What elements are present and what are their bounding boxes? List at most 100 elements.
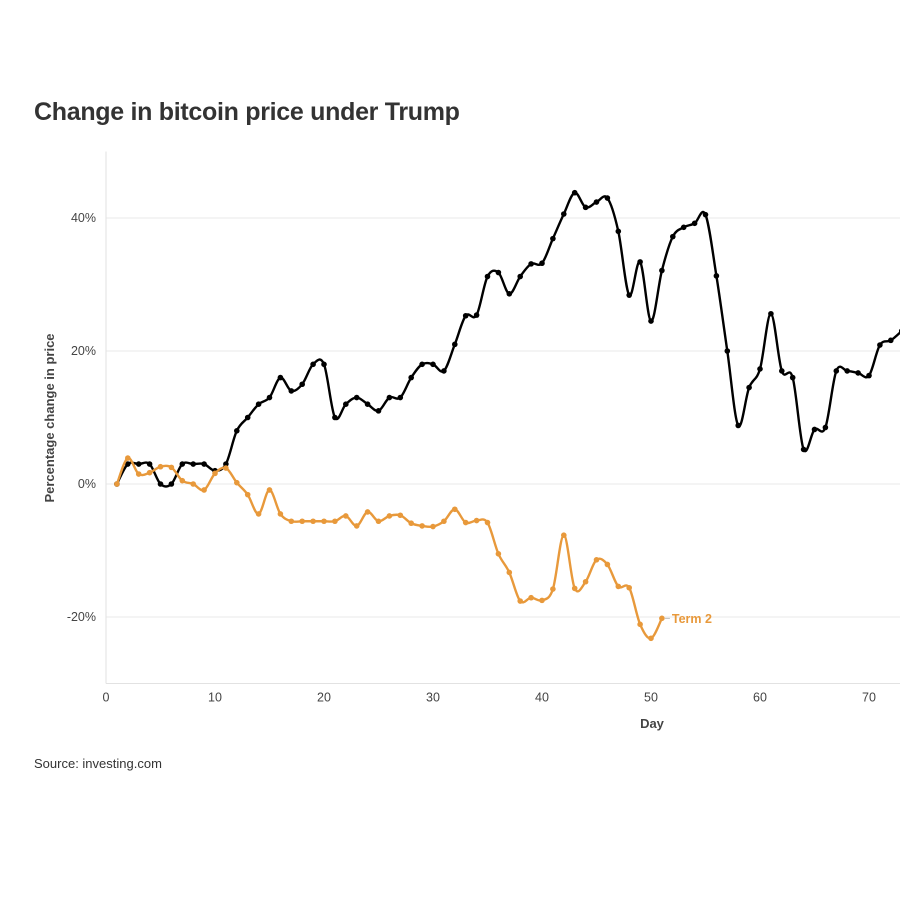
source-note: Source: investing.com (34, 756, 162, 771)
data-point (571, 585, 578, 592)
data-point (582, 578, 589, 585)
data-point (582, 204, 589, 211)
data-point (114, 481, 120, 487)
data-point (768, 310, 774, 317)
x-tick-label: 40 (535, 691, 549, 705)
data-point (364, 401, 371, 408)
data-point (844, 368, 850, 374)
data-point (386, 513, 393, 519)
series-line (115, 191, 900, 488)
data-point (550, 235, 556, 242)
data-point (746, 384, 752, 391)
data-point (495, 269, 502, 276)
data-point (452, 506, 458, 513)
data-point (157, 463, 164, 470)
data-point (277, 511, 284, 517)
data-point (168, 464, 175, 471)
data-point (244, 414, 251, 421)
data-point (452, 341, 458, 348)
data-point (462, 519, 469, 526)
data-point (735, 422, 741, 429)
data-point (637, 621, 643, 628)
x-tick-label: 0 (103, 691, 110, 705)
data-point (321, 361, 327, 368)
data-point (288, 388, 295, 394)
data-point (637, 259, 643, 265)
series-line (115, 456, 663, 640)
data-point (473, 312, 480, 318)
data-point (648, 318, 654, 324)
data-point (212, 470, 218, 477)
data-point (343, 401, 349, 408)
data-point (146, 469, 153, 476)
data-point (201, 461, 207, 467)
data-point (135, 471, 142, 477)
data-point (866, 372, 872, 379)
x-tick-label: 70 (862, 691, 876, 705)
data-point (779, 368, 785, 374)
data-point (604, 561, 611, 568)
data-point (234, 479, 240, 486)
data-point (299, 518, 306, 525)
plot-area (114, 189, 900, 642)
data-point (713, 273, 720, 279)
data-point (223, 461, 229, 467)
data-point (877, 342, 883, 348)
data-point (670, 233, 676, 240)
data-point (626, 292, 632, 298)
data-point (332, 518, 338, 525)
data-point (441, 368, 447, 374)
data-point (506, 569, 513, 576)
data-point (680, 224, 687, 231)
data-point (157, 481, 164, 487)
data-point (561, 211, 567, 217)
data-point (528, 594, 534, 601)
data-point (168, 481, 175, 487)
data-point (234, 428, 240, 434)
data-point (615, 228, 622, 235)
data-point (255, 401, 262, 408)
data-point (506, 291, 513, 297)
data-point (484, 519, 491, 526)
data-point (375, 518, 382, 525)
data-point (833, 368, 840, 374)
data-point (364, 509, 371, 515)
data-point (146, 461, 153, 467)
data-point (419, 361, 425, 368)
data-point (561, 532, 567, 539)
data-point (550, 586, 556, 592)
data-point (659, 615, 665, 622)
data-point (604, 195, 611, 201)
data-point (430, 361, 436, 368)
data-point (190, 481, 196, 487)
data-point (179, 477, 186, 484)
x-axis-label: Day (640, 716, 665, 731)
data-point (299, 381, 306, 388)
data-point (223, 465, 229, 471)
chart-title: Change in bitcoin price under Trump (34, 98, 460, 126)
data-point (125, 455, 131, 461)
data-point (332, 414, 338, 421)
data-point (310, 518, 316, 525)
data-point (888, 337, 894, 344)
series-label: Term 2 (672, 612, 712, 626)
data-point (789, 374, 796, 381)
data-point (517, 598, 523, 604)
data-point (626, 584, 632, 591)
data-point (255, 511, 262, 517)
y-axis-label: Percentage change in price (42, 333, 57, 502)
x-tick-label: 50 (644, 691, 658, 705)
data-point (266, 394, 273, 401)
data-point (179, 461, 186, 467)
y-tick-label: -20% (67, 610, 96, 624)
data-point (419, 523, 425, 529)
data-point (397, 512, 404, 519)
data-point (615, 583, 622, 590)
data-point (495, 551, 502, 557)
data-point (201, 487, 207, 493)
data-point (528, 261, 534, 267)
data-point (462, 312, 469, 319)
data-point (659, 267, 665, 274)
data-point (343, 513, 349, 519)
